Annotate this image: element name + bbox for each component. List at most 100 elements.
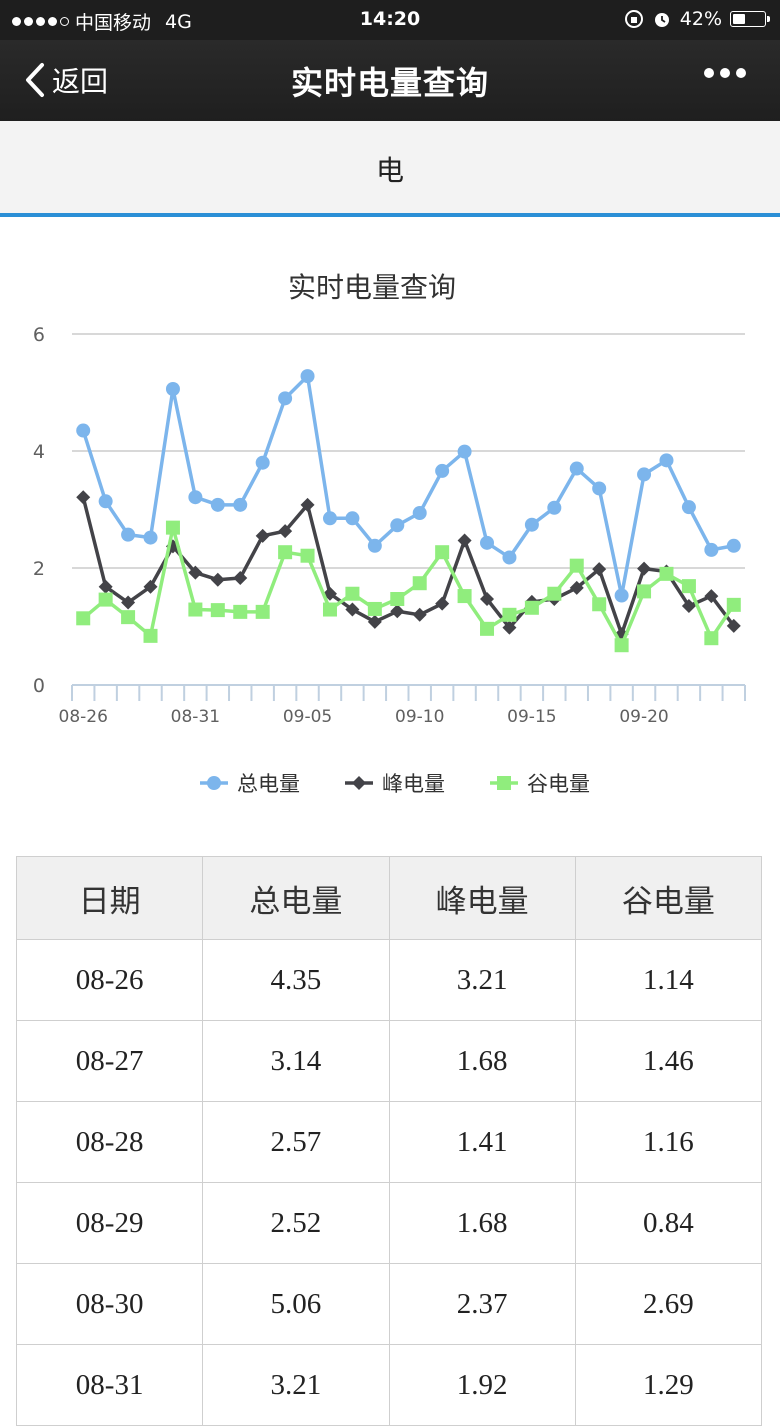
cell-valley: 1.14 bbox=[574, 939, 763, 1021]
data-point bbox=[121, 527, 136, 542]
table-row: 08-26 4.35 3.21 1.14 bbox=[15, 939, 763, 1021]
data-point bbox=[233, 604, 248, 619]
cell-valley: 0.84 bbox=[574, 1182, 763, 1264]
cell-date: 08-29 bbox=[15, 1182, 204, 1264]
data-point bbox=[165, 520, 180, 535]
x-tick-label: 09-20 bbox=[619, 707, 668, 727]
data-point bbox=[412, 607, 427, 622]
status-time: 14:20 bbox=[359, 8, 421, 30]
data-point bbox=[322, 511, 337, 526]
data-point bbox=[98, 579, 113, 594]
table-row: 08-30 5.06 2.37 2.69 bbox=[15, 1263, 763, 1345]
data-point bbox=[457, 589, 472, 604]
y-tick-label: 6 bbox=[33, 324, 45, 346]
cell-date: 08-27 bbox=[15, 1020, 204, 1102]
cell-peak: 2.37 bbox=[388, 1263, 576, 1345]
data-point bbox=[188, 565, 203, 580]
legend-label: 总电量 bbox=[237, 772, 300, 796]
table-row: 08-29 2.52 1.68 0.84 bbox=[15, 1182, 763, 1264]
series-line bbox=[82, 525, 736, 647]
table-row: 08-28 2.57 1.41 1.16 bbox=[15, 1101, 763, 1183]
table-header-row: 日期 总电量 峰电量 谷电量 bbox=[15, 856, 763, 940]
data-point bbox=[502, 607, 517, 622]
data-point bbox=[367, 538, 382, 553]
data-point bbox=[278, 524, 293, 539]
battery-icon bbox=[730, 11, 770, 27]
data-point bbox=[121, 610, 136, 625]
cell-total: 3.21 bbox=[202, 1344, 390, 1426]
data-point bbox=[569, 558, 584, 573]
data-point bbox=[637, 561, 652, 576]
signal-strength-icon bbox=[12, 17, 69, 26]
data-point bbox=[255, 604, 270, 619]
data-point bbox=[480, 535, 495, 550]
chart-axes: 0 2 4 6 08-26 08-31 09-05 09-10 09-15 09-20 bbox=[33, 324, 746, 727]
data-point bbox=[76, 611, 91, 626]
header-peak: 峰电量 bbox=[388, 856, 576, 940]
data-point bbox=[390, 604, 405, 619]
data-point bbox=[233, 570, 248, 585]
network-type: 4G bbox=[165, 10, 192, 33]
cell-total: 2.57 bbox=[202, 1101, 390, 1183]
header-total: 总电量 bbox=[202, 856, 390, 940]
data-point bbox=[524, 600, 539, 615]
data-point bbox=[345, 511, 360, 526]
data-point bbox=[592, 481, 607, 496]
data-point bbox=[255, 528, 270, 543]
header-date: 日期 bbox=[15, 856, 204, 940]
back-button[interactable]: 返回 bbox=[24, 60, 108, 100]
navigation-bar: 返回 实时电量查询 bbox=[0, 40, 780, 121]
more-options-button[interactable] bbox=[704, 68, 746, 78]
data-point bbox=[502, 550, 517, 565]
x-tick-label: 09-10 bbox=[395, 707, 444, 727]
data-point bbox=[165, 381, 180, 396]
legend-label: 谷电量 bbox=[527, 772, 590, 796]
more-dot-icon bbox=[720, 68, 730, 78]
status-right: 42% bbox=[624, 8, 770, 30]
cell-valley: 1.29 bbox=[574, 1344, 763, 1426]
data-point bbox=[637, 467, 652, 482]
cell-date: 08-28 bbox=[15, 1101, 204, 1183]
more-dot-icon bbox=[736, 68, 746, 78]
data-point bbox=[98, 592, 113, 607]
data-point bbox=[435, 545, 450, 560]
carrier-name: 中国移动 bbox=[75, 12, 152, 34]
chart-container: 实时电量查询 0 2 4 6 08-26 08-31 09-05 09-10 09-15 09-2… bbox=[0, 217, 780, 837]
data-point bbox=[300, 369, 315, 384]
cell-total: 2.52 bbox=[202, 1182, 390, 1264]
tab-electricity[interactable]: 电 bbox=[375, 154, 404, 187]
cell-date: 08-31 bbox=[15, 1344, 204, 1426]
data-point bbox=[367, 614, 382, 629]
data-point bbox=[569, 461, 584, 476]
data-point bbox=[524, 517, 539, 532]
data-point bbox=[457, 533, 472, 548]
data-point bbox=[390, 592, 405, 607]
more-dot-icon bbox=[704, 68, 714, 78]
data-point bbox=[412, 506, 427, 521]
data-point bbox=[592, 597, 607, 612]
rotation-lock-icon bbox=[624, 10, 643, 28]
cell-peak: 1.41 bbox=[388, 1101, 576, 1183]
data-point bbox=[637, 584, 652, 599]
table-row: 08-27 3.14 1.68 1.46 bbox=[15, 1020, 763, 1102]
alarm-icon bbox=[654, 13, 669, 27]
data-point bbox=[143, 530, 158, 545]
data-point bbox=[547, 500, 562, 515]
data-point bbox=[726, 618, 741, 633]
legend-marker-icon bbox=[497, 776, 511, 790]
data-point bbox=[614, 588, 629, 603]
y-tick-label: 2 bbox=[33, 558, 45, 580]
data-point bbox=[502, 620, 517, 635]
data-point bbox=[547, 586, 562, 601]
data-point bbox=[704, 589, 719, 604]
data-point bbox=[300, 548, 315, 563]
legend-item: 总电量 bbox=[200, 772, 300, 796]
data-point bbox=[76, 490, 91, 505]
series-1 bbox=[76, 369, 741, 603]
series-3 bbox=[76, 520, 741, 653]
data-point bbox=[367, 601, 382, 616]
data-point bbox=[76, 423, 91, 438]
data-point bbox=[390, 518, 405, 533]
data-point bbox=[188, 602, 203, 617]
data-point bbox=[457, 444, 472, 459]
